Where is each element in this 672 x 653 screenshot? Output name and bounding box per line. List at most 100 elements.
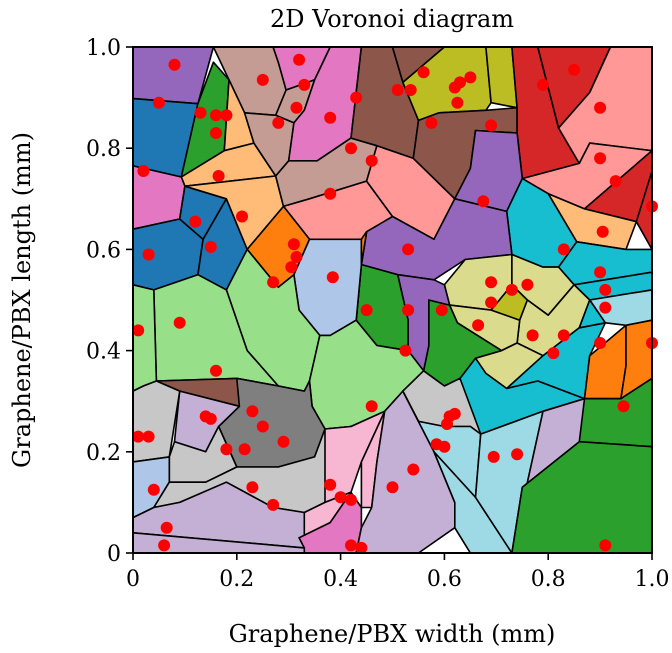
seed-point — [132, 430, 145, 443]
seed-point — [345, 539, 357, 552]
seed-point — [210, 127, 222, 139]
y-tick-label: 1.0 — [86, 36, 121, 61]
seed-point — [256, 73, 269, 86]
seed-point — [599, 539, 612, 552]
seed-point — [287, 238, 300, 251]
seed-point — [189, 215, 202, 228]
seed-point — [568, 63, 581, 76]
seed-point — [391, 84, 404, 96]
voronoi-cell — [578, 299, 607, 329]
seed-point — [220, 443, 233, 456]
plot-frame — [132, 46, 653, 554]
seed-point — [557, 329, 570, 342]
seed-point — [220, 109, 233, 122]
seed-point — [324, 478, 337, 491]
seed-point — [477, 195, 490, 208]
seed-point — [290, 101, 303, 114]
seed-point — [238, 443, 251, 456]
seed-point — [142, 248, 155, 261]
seed-point — [137, 165, 150, 177]
seed-point — [521, 278, 534, 291]
y-tick-label: 0.6 — [86, 238, 121, 263]
seed-point — [246, 481, 259, 494]
seed-point — [386, 481, 399, 494]
x-tick-label: 0.4 — [323, 567, 358, 592]
y-tick-label: 0 — [107, 542, 121, 567]
x-tick-label: 0.6 — [427, 567, 462, 592]
seed-points — [132, 53, 658, 554]
x-axis: 0 0.2 0.4 0.6 0.8 1.0 — [126, 553, 670, 592]
seed-point — [246, 405, 259, 418]
y-tick-label: 0.4 — [86, 340, 121, 365]
x-tick-label: 0.8 — [531, 567, 566, 592]
seed-point — [267, 276, 280, 289]
seed-point — [599, 301, 612, 314]
seed-point — [272, 116, 285, 129]
seed-point — [147, 483, 160, 496]
seed-point — [417, 66, 430, 79]
seed-point — [557, 243, 570, 256]
seed-point — [365, 154, 378, 167]
seed-point — [485, 119, 498, 132]
seed-point — [142, 430, 155, 443]
seed-point — [152, 96, 165, 109]
seed-point — [290, 251, 303, 263]
seed-point — [609, 175, 622, 188]
seed-point — [425, 116, 438, 129]
seed-point — [594, 101, 607, 114]
seed-point — [173, 316, 186, 329]
seed-point — [594, 266, 607, 279]
x-tick-label: 0 — [126, 567, 140, 592]
seed-point — [132, 324, 145, 337]
y-axis: 0 0.2 0.4 0.6 0.8 1.0 — [86, 36, 133, 567]
seed-point — [454, 76, 466, 89]
seed-point — [485, 296, 498, 309]
seed-point — [526, 329, 539, 342]
seed-point — [448, 407, 461, 420]
seed-point — [334, 491, 347, 504]
seed-point — [256, 420, 269, 433]
seed-point — [168, 58, 181, 71]
seed-point — [435, 304, 448, 317]
seed-point — [160, 521, 173, 534]
seed-point — [298, 78, 311, 91]
seed-point — [404, 84, 417, 96]
seed-point — [210, 109, 222, 122]
chart-title: 2D Voronoi diagram — [270, 5, 514, 33]
voronoi-cells — [132, 46, 653, 554]
seed-point — [345, 493, 357, 506]
seed-point — [511, 448, 524, 461]
seed-point — [594, 152, 607, 165]
y-tick-label: 0.2 — [86, 441, 121, 466]
seed-point — [324, 187, 337, 200]
seed-point — [285, 261, 298, 274]
seed-point — [547, 347, 560, 360]
seed-point — [487, 450, 500, 463]
seed-point — [438, 440, 451, 453]
seed-point — [324, 111, 337, 124]
x-axis-label: Graphene/PBX width (mm) — [229, 620, 556, 648]
seed-point — [350, 91, 363, 104]
seed-point — [204, 240, 217, 253]
seed-point — [594, 337, 607, 349]
x-tick-label: 0.2 — [219, 567, 254, 592]
seed-point — [485, 276, 498, 289]
seed-point — [537, 78, 549, 91]
seed-point — [158, 539, 171, 552]
seed-point — [355, 541, 368, 554]
seed-point — [402, 304, 415, 317]
seed-point — [596, 225, 609, 238]
seed-point — [360, 304, 373, 317]
seed-point — [204, 412, 217, 425]
seed-point — [210, 364, 222, 377]
seed-point — [599, 283, 612, 296]
voronoi-cell — [132, 283, 158, 392]
y-axis-label: Graphene/PBX length (mm) — [8, 132, 36, 468]
seed-point — [472, 319, 485, 332]
seed-point — [345, 142, 357, 155]
y-tick-label: 0.8 — [86, 137, 121, 162]
seed-point — [464, 71, 477, 84]
seed-point — [236, 210, 248, 223]
seed-point — [451, 96, 464, 109]
